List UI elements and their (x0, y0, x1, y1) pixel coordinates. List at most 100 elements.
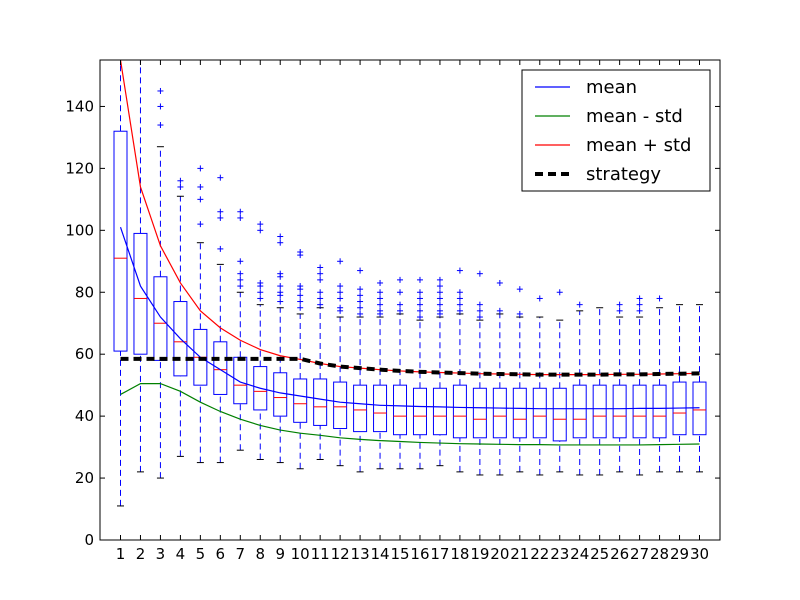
x-tick-label: 6 (216, 545, 226, 563)
legend-label: mean + std (586, 135, 691, 156)
flier-point (297, 304, 304, 311)
series-line (119, 227, 700, 410)
box-group (333, 258, 348, 467)
flier-point (257, 295, 264, 302)
legend: mean mean - std mean + std strategy (521, 69, 711, 192)
flier-point (317, 289, 324, 296)
flier-point (456, 289, 463, 296)
box-group (692, 304, 707, 473)
flier-point (197, 196, 204, 203)
box-iqr (133, 232, 148, 355)
flier-point (317, 301, 324, 308)
flier-point (297, 283, 304, 290)
x-tick-label: 20 (490, 545, 509, 563)
flier-point (456, 267, 463, 274)
box-iqr (652, 384, 667, 439)
x-tick-label: 21 (510, 545, 529, 563)
x-tick-label: 18 (450, 545, 469, 563)
box-iqr (253, 366, 268, 411)
box-group (193, 165, 208, 464)
box-group (452, 267, 467, 473)
x-tick-label: 10 (291, 545, 310, 563)
flier-point (237, 270, 244, 277)
flier-point (337, 304, 344, 311)
flier-point (436, 295, 443, 302)
x-tick-label: 2 (136, 545, 146, 563)
box-iqr (512, 387, 527, 439)
x-tick-label: 3 (156, 545, 166, 563)
box-group (632, 295, 647, 476)
x-tick-label: 19 (470, 545, 489, 563)
box-iqr (173, 301, 188, 377)
legend-label: mean (586, 77, 637, 98)
flier-point (476, 301, 483, 308)
flier-point (277, 298, 284, 305)
box-iqr (373, 384, 388, 433)
flier-point (337, 258, 344, 265)
plot-frame (99, 59, 721, 541)
flier-point (636, 301, 643, 308)
box-group (253, 221, 268, 460)
box-iqr (153, 276, 168, 361)
flier-point (616, 301, 623, 308)
flier-point (476, 314, 483, 321)
y-tick-label: 0 (84, 531, 94, 549)
flier-point (357, 304, 364, 311)
flier-point (357, 267, 364, 274)
flier-point (297, 249, 304, 255)
box-iqr (532, 387, 547, 439)
flier-point (416, 276, 423, 283)
flier-point (217, 208, 224, 215)
flier-point (377, 295, 384, 302)
box-iqr (353, 384, 368, 433)
box-iqr (293, 378, 308, 423)
flier-point (436, 307, 443, 314)
y-tick-label: 20 (75, 469, 94, 487)
x-tick-label: 8 (255, 545, 265, 563)
flier-point (476, 307, 483, 314)
flier-point (257, 227, 264, 234)
flier-point (277, 233, 284, 240)
y-tick-label: 80 (75, 283, 94, 301)
box-group (612, 301, 627, 473)
flier-point (416, 289, 423, 296)
x-tick-label: 11 (311, 545, 330, 563)
box-iqr (313, 378, 328, 426)
box-iqr (592, 384, 607, 439)
flier-point (556, 289, 563, 296)
flier-point (377, 301, 384, 308)
flier-point (277, 283, 284, 290)
flier-point (237, 208, 244, 215)
box-group (432, 276, 447, 467)
box-iqr (113, 130, 128, 352)
box-iqr (452, 384, 467, 439)
box-group (512, 286, 527, 473)
y-tick-label: 140 (65, 97, 94, 115)
flier-point (237, 276, 244, 283)
flier-point (357, 310, 364, 317)
y-tick-label: 100 (65, 221, 94, 239)
box-group (273, 233, 288, 464)
flier-point (516, 286, 523, 293)
flier-point (496, 307, 503, 314)
flier-point (616, 307, 623, 314)
box-group (233, 208, 248, 451)
y-tick-label: 40 (75, 407, 94, 425)
box-group (173, 177, 188, 457)
x-tick-label: 5 (196, 545, 206, 563)
flier-point (377, 307, 384, 314)
box-group (153, 87, 168, 479)
series-line (120, 356, 700, 377)
x-tick-label: 26 (610, 545, 629, 563)
flier-point (416, 307, 423, 314)
flier-point (436, 276, 443, 283)
flier-point (357, 292, 364, 299)
box-iqr (233, 356, 248, 405)
flier-point (456, 307, 463, 314)
flier-point (436, 289, 443, 296)
flier-point (337, 289, 344, 296)
box-iqr (632, 384, 647, 439)
flier-point (297, 298, 304, 305)
flier-point (397, 307, 404, 314)
flier-point (357, 286, 364, 293)
